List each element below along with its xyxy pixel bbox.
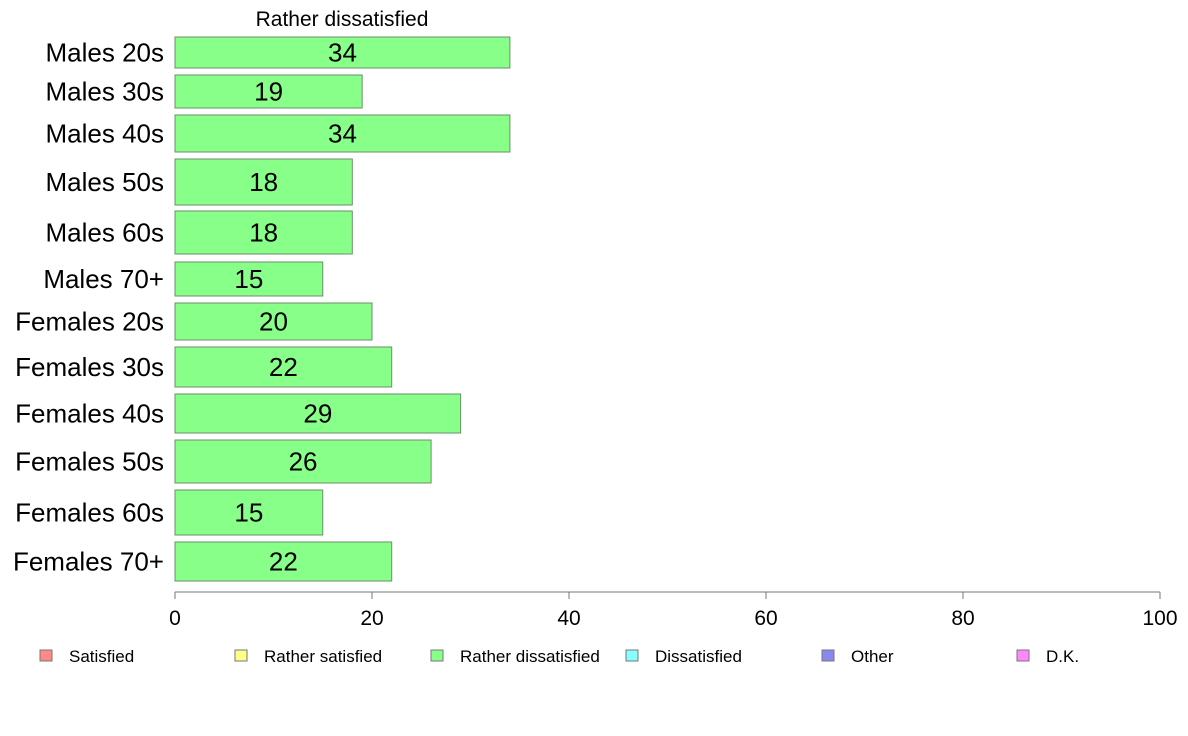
category-label: Males 20s	[46, 38, 165, 68]
legend-label: Rather dissatisfied	[460, 647, 600, 666]
bar-value-label: 22	[269, 547, 298, 577]
bar	[174, 302, 373, 341]
x-tick-label: 60	[754, 607, 777, 630]
bar-value-label: 34	[328, 119, 357, 149]
bar	[174, 210, 353, 255]
bar	[174, 489, 324, 536]
bar-value-label: 20	[259, 307, 288, 337]
x-tick-label: 80	[951, 607, 974, 630]
bar-value-label: 22	[269, 352, 298, 382]
bar	[174, 74, 363, 109]
bars-group: Males 20s 34 Males 30s 19 Males 40s 34 Males 5…	[13, 36, 511, 582]
x-tick-label: 0	[169, 607, 181, 630]
legend-label: Satisfied	[69, 647, 134, 666]
legend-label: D.K.	[1046, 647, 1079, 666]
bar-value-label: 26	[289, 447, 318, 477]
x-tick-label: 40	[557, 607, 580, 630]
category-label: Males 50s	[46, 167, 165, 197]
bar	[174, 541, 393, 582]
category-label: Males 70+	[43, 264, 164, 294]
legend-swatch	[430, 649, 444, 662]
bar-value-label: 34	[328, 38, 357, 68]
bar	[174, 261, 324, 297]
chart-title: Rather dissatisfied	[256, 8, 429, 31]
bar-value-label: 18	[249, 218, 278, 248]
legend-label: Rather satisfied	[264, 647, 382, 666]
legend-swatch	[821, 649, 835, 662]
bar-value-label: 18	[249, 167, 278, 197]
category-label: Females 40s	[15, 399, 164, 429]
legend-swatch	[234, 649, 248, 662]
bar-value-label: 29	[303, 399, 332, 429]
x-tick-label: 100	[1142, 607, 1177, 630]
bar	[174, 158, 353, 206]
legend-swatch	[1016, 649, 1030, 662]
category-label: Females 50s	[15, 447, 164, 477]
bar-value-label: 15	[234, 264, 263, 294]
x-axis: 0 20 40 60 80 100	[169, 591, 1178, 630]
bar	[174, 36, 511, 69]
category-label: Females 30s	[15, 352, 164, 382]
legend-label: Dissatisfied	[655, 647, 742, 666]
category-label: Females 20s	[15, 307, 164, 337]
x-tick-label: 20	[360, 607, 383, 630]
category-label: Males 30s	[46, 77, 165, 107]
bar	[174, 393, 462, 434]
bar-value-label: 19	[254, 77, 283, 107]
legend-label: Other	[851, 647, 894, 666]
category-label: Females 60s	[15, 498, 164, 528]
category-label: Males 40s	[46, 119, 165, 149]
category-label: Males 60s	[46, 218, 165, 248]
bar	[174, 346, 393, 388]
legend-swatch	[39, 649, 53, 662]
bar-value-label: 15	[234, 498, 263, 528]
legend-swatch	[625, 649, 639, 662]
bar	[174, 114, 511, 153]
legend: Satisfied Rather satisfied Rather dissatis…	[39, 647, 1079, 666]
category-label: Females 70+	[13, 547, 164, 577]
bar	[174, 439, 432, 484]
